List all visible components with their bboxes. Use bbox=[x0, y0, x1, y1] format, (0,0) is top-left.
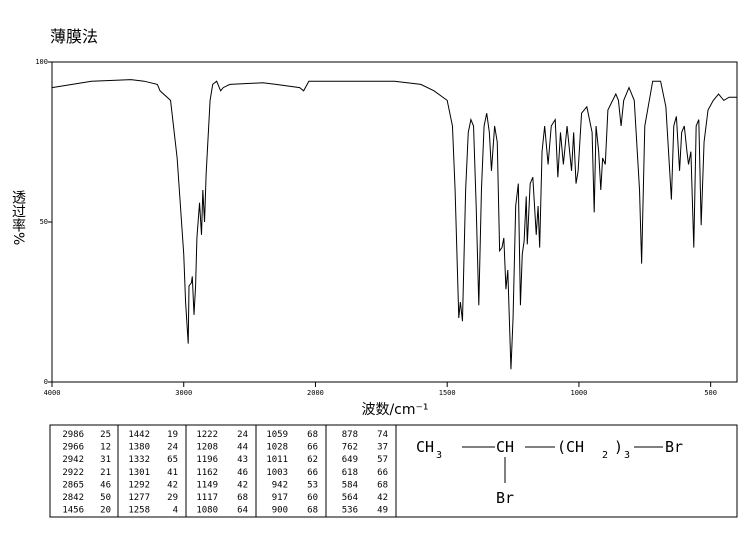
peak-wavenumber: 2922 bbox=[62, 468, 84, 478]
y-axis-label: 透过率% bbox=[10, 190, 26, 245]
peak-transmittance: 37 bbox=[377, 443, 388, 453]
peak-wavenumber: 1442 bbox=[128, 430, 150, 440]
peak-wavenumber: 1208 bbox=[196, 443, 218, 453]
peak-wavenumber: 2942 bbox=[62, 455, 84, 465]
peak-transmittance: 46 bbox=[237, 468, 248, 478]
formula-text: Br bbox=[665, 438, 683, 456]
spectrum-line bbox=[51, 79, 737, 370]
peak-transmittance: 57 bbox=[377, 455, 388, 465]
peak-transmittance: 65 bbox=[167, 455, 178, 465]
peak-transmittance: 42 bbox=[167, 480, 178, 490]
peak-transmittance: 60 bbox=[307, 493, 318, 503]
peak-wavenumber: 1196 bbox=[196, 455, 218, 465]
x-tick-label: 2000 bbox=[307, 389, 324, 397]
peak-transmittance: 50 bbox=[100, 493, 111, 503]
peak-wavenumber: 536 bbox=[342, 506, 358, 516]
peak-transmittance: 42 bbox=[377, 493, 388, 503]
peak-wavenumber: 1149 bbox=[196, 480, 218, 490]
formula-text: Br bbox=[496, 489, 514, 507]
peak-wavenumber: 618 bbox=[342, 468, 358, 478]
peak-wavenumber: 2986 bbox=[62, 430, 84, 440]
peak-wavenumber: 1028 bbox=[266, 443, 288, 453]
peak-wavenumber: 1059 bbox=[266, 430, 288, 440]
peak-wavenumber: 1162 bbox=[196, 468, 218, 478]
peak-transmittance: 66 bbox=[377, 468, 388, 478]
peak-wavenumber: 1003 bbox=[266, 468, 288, 478]
peak-wavenumber: 1117 bbox=[196, 493, 218, 503]
peak-wavenumber: 900 bbox=[272, 506, 288, 516]
peak-transmittance: 41 bbox=[167, 468, 178, 478]
peak-transmittance: 68 bbox=[307, 430, 318, 440]
peak-wavenumber: 942 bbox=[272, 480, 288, 490]
x-tick-label: 500 bbox=[704, 389, 717, 397]
peak-transmittance: 62 bbox=[307, 455, 318, 465]
y-tick-label: 0 bbox=[44, 378, 48, 386]
peak-wavenumber: 2966 bbox=[62, 443, 84, 453]
peak-wavenumber: 917 bbox=[272, 493, 288, 503]
peak-wavenumber: 878 bbox=[342, 430, 358, 440]
peak-transmittance: 19 bbox=[167, 430, 178, 440]
peak-transmittance: 49 bbox=[377, 506, 388, 516]
peak-wavenumber: 1277 bbox=[128, 493, 150, 503]
peak-wavenumber: 2865 bbox=[62, 480, 84, 490]
peak-wavenumber: 2842 bbox=[62, 493, 84, 503]
peak-wavenumber: 1258 bbox=[128, 506, 150, 516]
peak-transmittance: 66 bbox=[307, 468, 318, 478]
formula-text: 3 bbox=[624, 450, 630, 461]
formula-text: CH bbox=[496, 438, 514, 456]
peak-wavenumber: 564 bbox=[342, 493, 358, 503]
peak-wavenumber: 584 bbox=[342, 480, 358, 490]
peak-wavenumber: 762 bbox=[342, 443, 358, 453]
peak-wavenumber: 1011 bbox=[266, 455, 288, 465]
peak-wavenumber: 1380 bbox=[128, 443, 150, 453]
peak-wavenumber: 1222 bbox=[196, 430, 218, 440]
peak-wavenumber: 1292 bbox=[128, 480, 150, 490]
peak-wavenumber: 1301 bbox=[128, 468, 150, 478]
peak-transmittance: 12 bbox=[100, 443, 111, 453]
peak-transmittance: 24 bbox=[237, 430, 248, 440]
y-tick-label: 100 bbox=[35, 58, 48, 66]
peak-wavenumber: 649 bbox=[342, 455, 358, 465]
peak-transmittance: 25 bbox=[100, 430, 111, 440]
peak-transmittance: 42 bbox=[237, 480, 248, 490]
formula-text: CH bbox=[416, 438, 434, 456]
peak-wavenumber: 1080 bbox=[196, 506, 218, 516]
peak-transmittance: 29 bbox=[167, 493, 178, 503]
chart-title: 薄膜法 bbox=[50, 27, 98, 46]
formula-text: 3 bbox=[436, 450, 442, 461]
x-tick-label: 1000 bbox=[570, 389, 587, 397]
peak-transmittance: 43 bbox=[237, 455, 248, 465]
peak-transmittance: 68 bbox=[307, 506, 318, 516]
x-tick-label: 3000 bbox=[175, 389, 192, 397]
formula-text: (CH bbox=[557, 438, 584, 456]
peak-transmittance: 53 bbox=[307, 480, 318, 490]
peak-transmittance: 68 bbox=[237, 493, 248, 503]
peak-wavenumber: 1456 bbox=[62, 506, 84, 516]
formula-text: ) bbox=[614, 438, 623, 456]
peak-transmittance: 21 bbox=[100, 468, 111, 478]
peak-transmittance: 44 bbox=[237, 443, 248, 453]
structure: CH 3 CH (CH 2 ) 3 Br Br bbox=[416, 438, 683, 507]
peak-transmittance: 31 bbox=[100, 455, 111, 465]
peak-transmittance: 46 bbox=[100, 480, 111, 490]
y-tick-label: 50 bbox=[40, 218, 48, 226]
peak-transmittance: 24 bbox=[167, 443, 178, 453]
peak-transmittance: 68 bbox=[377, 480, 388, 490]
x-tick-label: 1500 bbox=[439, 389, 456, 397]
peak-transmittance: 74 bbox=[377, 430, 388, 440]
x-tick-label: 4000 bbox=[44, 389, 61, 397]
x-axis-label: 波数/cm⁻¹ bbox=[361, 402, 428, 418]
peak-transmittance: 20 bbox=[100, 506, 111, 516]
peak-transmittance: 66 bbox=[307, 443, 318, 453]
plot-frame bbox=[51, 61, 738, 383]
peak-transmittance: 64 bbox=[237, 506, 248, 516]
peak-transmittance: 4 bbox=[173, 506, 178, 516]
table-frame bbox=[49, 424, 738, 518]
peak-wavenumber: 1332 bbox=[128, 455, 150, 465]
formula-text: 2 bbox=[602, 450, 608, 461]
